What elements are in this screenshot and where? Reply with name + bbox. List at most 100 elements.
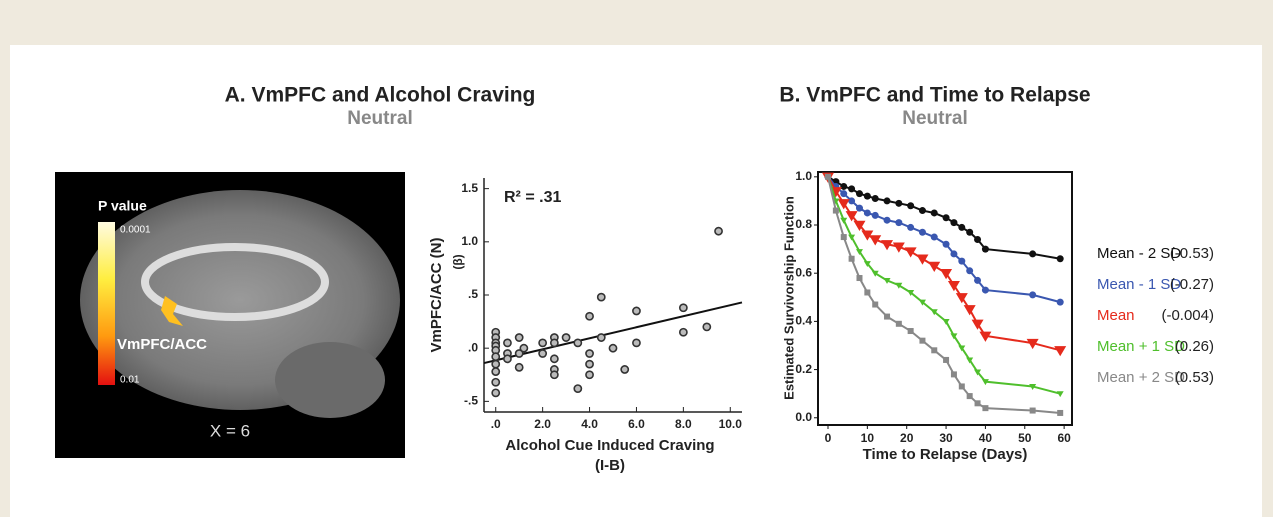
- x-axis-title: (I-B): [595, 457, 625, 474]
- point: [551, 355, 558, 362]
- point: [586, 371, 593, 378]
- marker: [1057, 299, 1064, 306]
- marker: [864, 209, 871, 216]
- x-tick-label: 10.0: [719, 417, 743, 431]
- point: [562, 334, 569, 341]
- marker: [1057, 410, 1063, 416]
- marker: [840, 190, 847, 197]
- marker: [864, 289, 870, 295]
- colorbar: [98, 222, 115, 385]
- point: [598, 334, 605, 341]
- point: [586, 350, 593, 357]
- point: [680, 304, 687, 311]
- point: [551, 339, 558, 346]
- marker: [931, 234, 938, 241]
- marker: [1029, 250, 1036, 257]
- marker: [919, 229, 926, 236]
- legend-value: (-0.004): [1161, 307, 1214, 324]
- marker: [856, 190, 863, 197]
- y-axis-title: Estimated Survivorship Function: [781, 196, 796, 400]
- marker: [856, 275, 862, 281]
- marker: [848, 185, 855, 192]
- point: [492, 368, 499, 375]
- y-tick-label: .5: [468, 287, 478, 301]
- y-tick-label: 1.0: [795, 169, 812, 183]
- y-tick-label: 1.5: [461, 181, 478, 195]
- point: [680, 329, 687, 336]
- marker: [959, 383, 965, 389]
- point: [492, 379, 499, 386]
- point: [520, 345, 527, 352]
- point: [516, 334, 523, 341]
- legend-value: (-0.53): [1170, 245, 1214, 262]
- point: [715, 228, 722, 235]
- marker: [943, 241, 950, 248]
- x-tick-label: 6.0: [628, 417, 645, 431]
- x-tick-label: 60: [1057, 431, 1071, 445]
- point: [551, 371, 558, 378]
- marker: [931, 209, 938, 216]
- marker: [974, 236, 981, 243]
- x-axis-title: Time to Relapse (Days): [863, 446, 1028, 463]
- point: [574, 339, 581, 346]
- cerebellum: [275, 342, 385, 418]
- chart-subtitle: Neutral: [347, 108, 412, 129]
- point: [539, 350, 546, 357]
- marker: [864, 193, 871, 200]
- marker: [951, 371, 957, 377]
- y-tick-label: -.5: [464, 394, 478, 408]
- x-tick-label: 20: [900, 431, 914, 445]
- point: [598, 294, 605, 301]
- marker: [895, 200, 902, 207]
- y-tick-label: 0.8: [795, 217, 812, 231]
- point: [586, 361, 593, 368]
- marker: [1057, 255, 1064, 262]
- y-tick-label: 0.2: [795, 362, 812, 376]
- colorbar-label: 0.0001: [120, 225, 151, 236]
- point: [516, 364, 523, 371]
- marker: [919, 338, 925, 344]
- marker: [872, 195, 879, 202]
- marker: [849, 256, 855, 262]
- legend-label: Mean - 2 SD: [1097, 245, 1181, 262]
- marker: [1030, 408, 1036, 414]
- legend-value: (0.53): [1175, 369, 1214, 386]
- marker: [872, 302, 878, 308]
- marker: [856, 205, 863, 212]
- marker: [825, 174, 831, 180]
- y-tick-label: 0.6: [795, 265, 812, 279]
- legend-value: (0.26): [1175, 338, 1214, 355]
- legend-label: Mean - 1 SD: [1097, 276, 1181, 293]
- x-tick-label: 4.0: [581, 417, 598, 431]
- point: [492, 353, 499, 360]
- point: [539, 339, 546, 346]
- annotation: R² = .31: [504, 189, 561, 206]
- marker: [982, 287, 989, 294]
- legend-label: Mean + 2 SD: [1097, 369, 1185, 386]
- y-tick-label: 0.4: [795, 314, 812, 328]
- marker: [943, 357, 949, 363]
- x-tick-label: 2.0: [534, 417, 551, 431]
- marker: [884, 217, 891, 224]
- y-axis-title: (β): [451, 254, 465, 269]
- marker: [896, 321, 902, 327]
- point: [609, 345, 616, 352]
- marker: [967, 393, 973, 399]
- point: [633, 339, 640, 346]
- brain-image: P value 0.0001 0.01 VmPFC/ACC X = 6: [55, 172, 405, 458]
- marker: [982, 405, 988, 411]
- marker: [950, 219, 957, 226]
- y-tick-label: .0: [468, 340, 478, 354]
- point: [621, 366, 628, 373]
- y-tick-label: 1.0: [461, 234, 478, 248]
- marker: [884, 314, 890, 320]
- point: [492, 389, 499, 396]
- point: [586, 313, 593, 320]
- marker: [958, 258, 965, 265]
- marker: [907, 224, 914, 231]
- region-label: VmPFC/ACC: [117, 336, 207, 353]
- marker: [841, 234, 847, 240]
- point: [574, 385, 581, 392]
- marker: [872, 212, 879, 219]
- colorbar-title: P value: [98, 198, 147, 214]
